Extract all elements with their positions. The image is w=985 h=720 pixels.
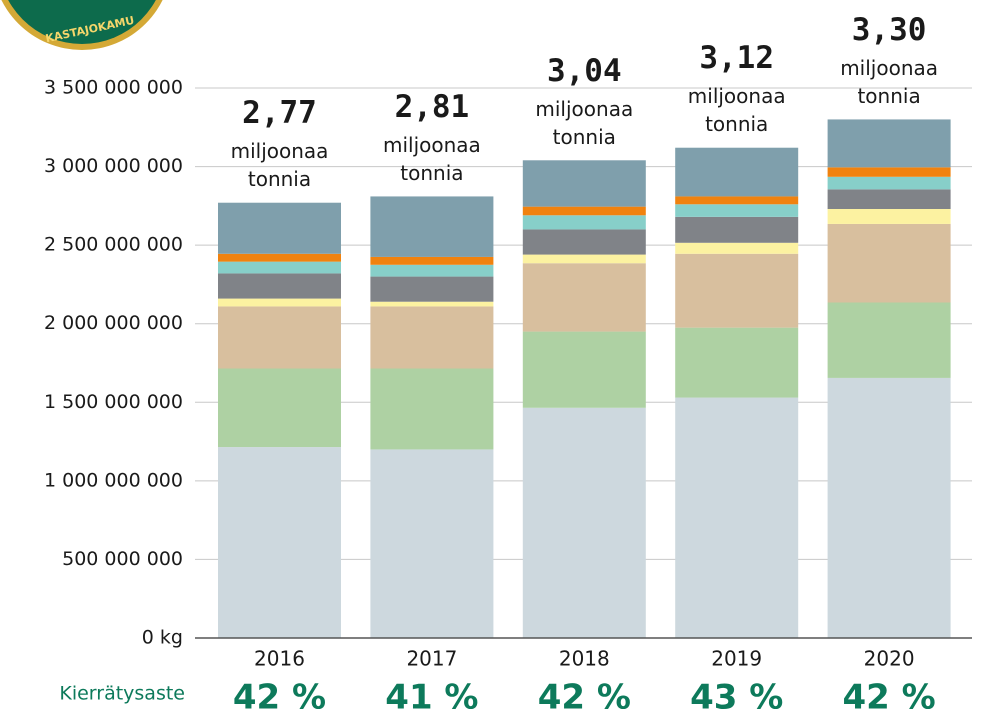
bar-segment xyxy=(522,331,646,408)
y-tick-label: 2 500 000 000 xyxy=(44,234,183,256)
y-tick-label: 2 000 000 000 xyxy=(44,312,183,334)
total-unit: tonnia xyxy=(248,167,311,191)
total-unit: miljoonaa xyxy=(535,97,633,121)
bar-segment xyxy=(218,202,341,254)
bar-segment xyxy=(522,215,646,230)
bar-segment xyxy=(370,264,494,277)
bar-segment xyxy=(827,189,951,209)
total-unit: tonnia xyxy=(400,161,463,185)
bar-segment xyxy=(522,160,646,207)
bar-segment xyxy=(675,216,799,243)
bar-segment xyxy=(370,276,494,302)
bar-segment xyxy=(675,327,799,398)
bar-segment xyxy=(675,204,799,217)
bar-segment xyxy=(218,447,341,638)
bar-segment xyxy=(827,209,951,224)
bar-segment xyxy=(218,368,341,448)
y-tick-label: 500 000 000 xyxy=(62,548,183,570)
bar-segment xyxy=(370,306,494,369)
bar-segment xyxy=(827,302,951,378)
y-tick-label: 3 500 000 000 xyxy=(44,77,183,99)
x-tick-label: 2018 xyxy=(559,647,610,671)
rate-value: 42 % xyxy=(538,678,631,718)
logo-disc xyxy=(8,0,156,44)
rate-value: 41 % xyxy=(385,678,478,718)
bar-segment xyxy=(827,377,951,638)
bar-segment xyxy=(675,242,799,254)
bar-segment xyxy=(218,253,341,262)
total-unit: miljoonaa xyxy=(688,84,786,108)
total-unit: miljoonaa xyxy=(383,133,481,157)
x-tick-label: 2019 xyxy=(711,647,762,671)
logo: KASTAJOKAMU xyxy=(1,0,163,50)
total-label: 3,30 xyxy=(852,12,927,48)
bar-segment xyxy=(370,196,494,257)
rate-value: 43 % xyxy=(690,678,783,718)
bar-segment xyxy=(675,147,799,197)
bar-segment xyxy=(370,368,494,450)
bar-segment xyxy=(827,223,951,303)
x-tick-label: 2020 xyxy=(864,647,915,671)
rate-value: 42 % xyxy=(233,678,326,718)
bar-segment xyxy=(522,229,646,255)
total-unit: tonnia xyxy=(705,112,768,136)
total-label: 3,04 xyxy=(547,53,622,89)
bar-segment xyxy=(218,298,341,307)
bar-segment xyxy=(522,206,646,216)
bar-segment xyxy=(370,256,494,265)
y-tick-label: 3 000 000 000 xyxy=(44,155,183,177)
rate-value: 42 % xyxy=(842,678,935,718)
bar-segment xyxy=(675,397,799,638)
bar-segment xyxy=(370,449,494,638)
total-unit: miljoonaa xyxy=(840,56,938,80)
total-unit: tonnia xyxy=(553,125,616,149)
bar-segment xyxy=(675,253,799,328)
y-tick-label: 1 500 000 000 xyxy=(44,391,183,413)
bar-segment xyxy=(522,263,646,332)
x-tick-label: 2016 xyxy=(254,647,305,671)
rate-label: Kierrätysaste xyxy=(59,683,185,705)
bar-segment xyxy=(218,306,341,369)
bar-segment xyxy=(218,273,341,299)
bar-segment xyxy=(522,407,646,638)
bar-segment xyxy=(218,261,341,274)
x-tick-label: 2017 xyxy=(406,647,457,671)
y-tick-label: 1 000 000 000 xyxy=(44,469,183,491)
bar-segment xyxy=(827,167,951,177)
bar-segment xyxy=(827,119,951,168)
total-label: 3,12 xyxy=(699,40,774,76)
y-tick-label: 0 kg xyxy=(142,627,183,649)
total-label: 2,81 xyxy=(395,89,470,125)
total-label: 2,77 xyxy=(242,95,317,131)
bar-segment xyxy=(675,196,799,205)
bar-segment xyxy=(370,301,494,307)
bar-segment xyxy=(522,254,646,264)
total-unit: tonnia xyxy=(857,84,920,108)
total-unit: miljoonaa xyxy=(231,139,329,163)
bar-segment xyxy=(827,176,951,190)
